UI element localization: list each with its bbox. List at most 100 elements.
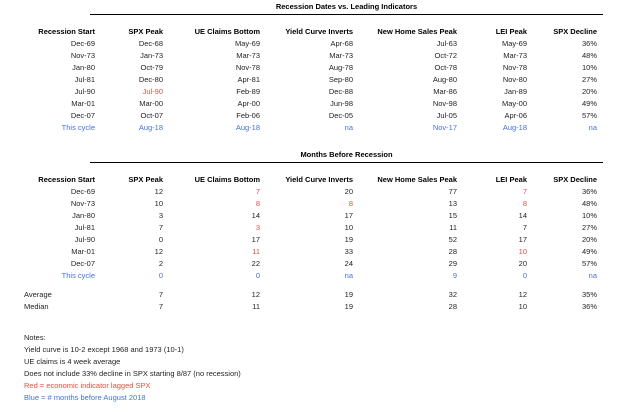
- cell: Mar-00: [139, 99, 163, 108]
- cell: Apr-00: [237, 99, 260, 108]
- cell: 0: [158, 235, 163, 244]
- cell: 11: [252, 302, 260, 311]
- cell: Nov-78: [235, 63, 260, 72]
- cell: Dec-88: [328, 87, 353, 96]
- cell: Dec-80: [138, 75, 163, 84]
- cell: Dec-68: [138, 39, 163, 48]
- cell: Nov-80: [502, 75, 527, 84]
- cell: Aug-18: [235, 123, 260, 132]
- cell: Oct-07: [140, 111, 163, 120]
- note-line: Notes:: [24, 333, 46, 342]
- cell: 11: [449, 223, 457, 232]
- cell: 17: [518, 235, 527, 244]
- cell: Aug-80: [432, 75, 457, 84]
- cell: 7: [255, 187, 260, 196]
- cell: Aug-18: [502, 123, 527, 132]
- cell: Jul-90: [142, 87, 163, 96]
- cell: Jul-05: [436, 111, 457, 120]
- cell: Jul-81: [74, 223, 95, 232]
- cell: 19: [344, 290, 353, 299]
- cell: This cycle: [61, 271, 95, 280]
- cell: Jan-89: [504, 87, 527, 96]
- cell: 3: [158, 211, 163, 220]
- column-header: SPX Decline: [553, 27, 597, 36]
- cell: Aug-78: [328, 63, 353, 72]
- column-header: SPX Peak: [128, 175, 163, 184]
- cell: 8: [522, 199, 527, 208]
- cell: 2: [158, 259, 163, 268]
- cell: Oct-72: [434, 51, 457, 60]
- cell: Jan-73: [140, 51, 163, 60]
- table-row: Jul-81 Dec-80 Apr-81 Sep-80 Aug-80 Nov-80 27%: [24, 74, 597, 86]
- table-row: This cycle 0 0 na 9 0 na: [24, 270, 597, 282]
- table1-title: Recession Dates vs. Leading Indicators: [90, 2, 603, 15]
- notes-block: Notes: Yield curve is 10-2 except 1968 an…: [24, 332, 241, 404]
- table-row: Jul-90 Jul-90 Feb-89 Dec-88 Mar-86 Jan-89 20%: [24, 86, 597, 98]
- cell: May-00: [501, 99, 527, 108]
- column-header: Yield Curve Inverts: [285, 27, 353, 36]
- column-header: Recession Start: [38, 27, 95, 36]
- cell: Mar-86: [433, 87, 457, 96]
- cell: 7: [522, 187, 527, 196]
- cell: Apr-81: [237, 75, 260, 84]
- cell: Nov-73: [70, 51, 95, 60]
- cell: 52: [448, 235, 457, 244]
- cell: 10: [154, 199, 163, 208]
- cell: 19: [344, 302, 353, 311]
- cell: 12: [251, 290, 260, 299]
- cell: 3: [255, 223, 260, 232]
- cell: 32: [448, 290, 457, 299]
- header-row: Recession Start SPX Peak UE Claims Bottom Y…: [24, 26, 597, 38]
- column-header: Recession Start: [38, 175, 95, 184]
- column-header: LEI Peak: [495, 27, 527, 36]
- summary-row: Median 7 11 19 28 10 36%: [24, 301, 597, 313]
- cell: Oct-78: [434, 63, 457, 72]
- table-row: Dec-69 Dec-68 May-69 Apr-68 Jul-63 May-69 36%: [24, 38, 597, 50]
- cell: 7: [158, 302, 163, 311]
- cell: This cycle: [61, 123, 95, 132]
- summary-row: Average 7 12 19 32 12 35%: [24, 289, 597, 301]
- cell: 7: [522, 223, 527, 232]
- cell: Jul-81: [74, 75, 95, 84]
- cell: 20: [344, 187, 353, 196]
- cell: Nov-98: [432, 99, 457, 108]
- cell: na: [588, 271, 597, 280]
- cell: May-69: [234, 39, 260, 48]
- cell: 17: [344, 211, 353, 220]
- months-before-recession-table: Recession Start SPX Peak UE Claims Bottom Y…: [24, 174, 597, 313]
- cell: Dec-05: [328, 111, 353, 120]
- cell: 14: [251, 211, 260, 220]
- cell: Dec-69: [70, 187, 95, 196]
- cell: 8: [255, 199, 260, 208]
- column-header: LEI Peak: [495, 175, 527, 184]
- cell: 20: [518, 259, 527, 268]
- table-row: Jan-80 Oct-79 Nov-78 Aug-78 Oct-78 Nov-78 10%: [24, 62, 597, 74]
- cell: 7: [158, 223, 163, 232]
- cell: Mar-73: [503, 51, 527, 60]
- summary-label: Average: [24, 290, 52, 299]
- table-row: Nov-73 Jan-73 Mar-73 Mar-73 Oct-72 Mar-73 48%: [24, 50, 597, 62]
- cell: Dec-69: [70, 39, 95, 48]
- cell: 7: [158, 290, 163, 299]
- cell: Aug-18: [138, 123, 163, 132]
- cell: Jul-63: [436, 39, 457, 48]
- cell: Mar-01: [71, 247, 95, 256]
- cell: 0: [522, 271, 527, 280]
- cell: Mar-01: [71, 99, 95, 108]
- cell: Dec-07: [70, 111, 95, 120]
- cell: 27%: [581, 223, 597, 232]
- cell: 28: [448, 247, 457, 256]
- cell: Jun-98: [330, 99, 353, 108]
- cell: Nov-17: [432, 123, 457, 132]
- cell: 20%: [581, 235, 597, 244]
- cell: Oct-79: [140, 63, 163, 72]
- cell: 77: [448, 187, 457, 196]
- cell: Apr-06: [504, 111, 527, 120]
- cell: 49%: [581, 99, 597, 108]
- column-header: New Home Sales Peak: [377, 175, 457, 184]
- cell: Nov-78: [502, 63, 527, 72]
- cell: 13: [448, 199, 457, 208]
- recession-dates-table: Recession Start SPX Peak UE Claims Bottom Y…: [24, 26, 597, 134]
- cell: 0: [158, 271, 163, 280]
